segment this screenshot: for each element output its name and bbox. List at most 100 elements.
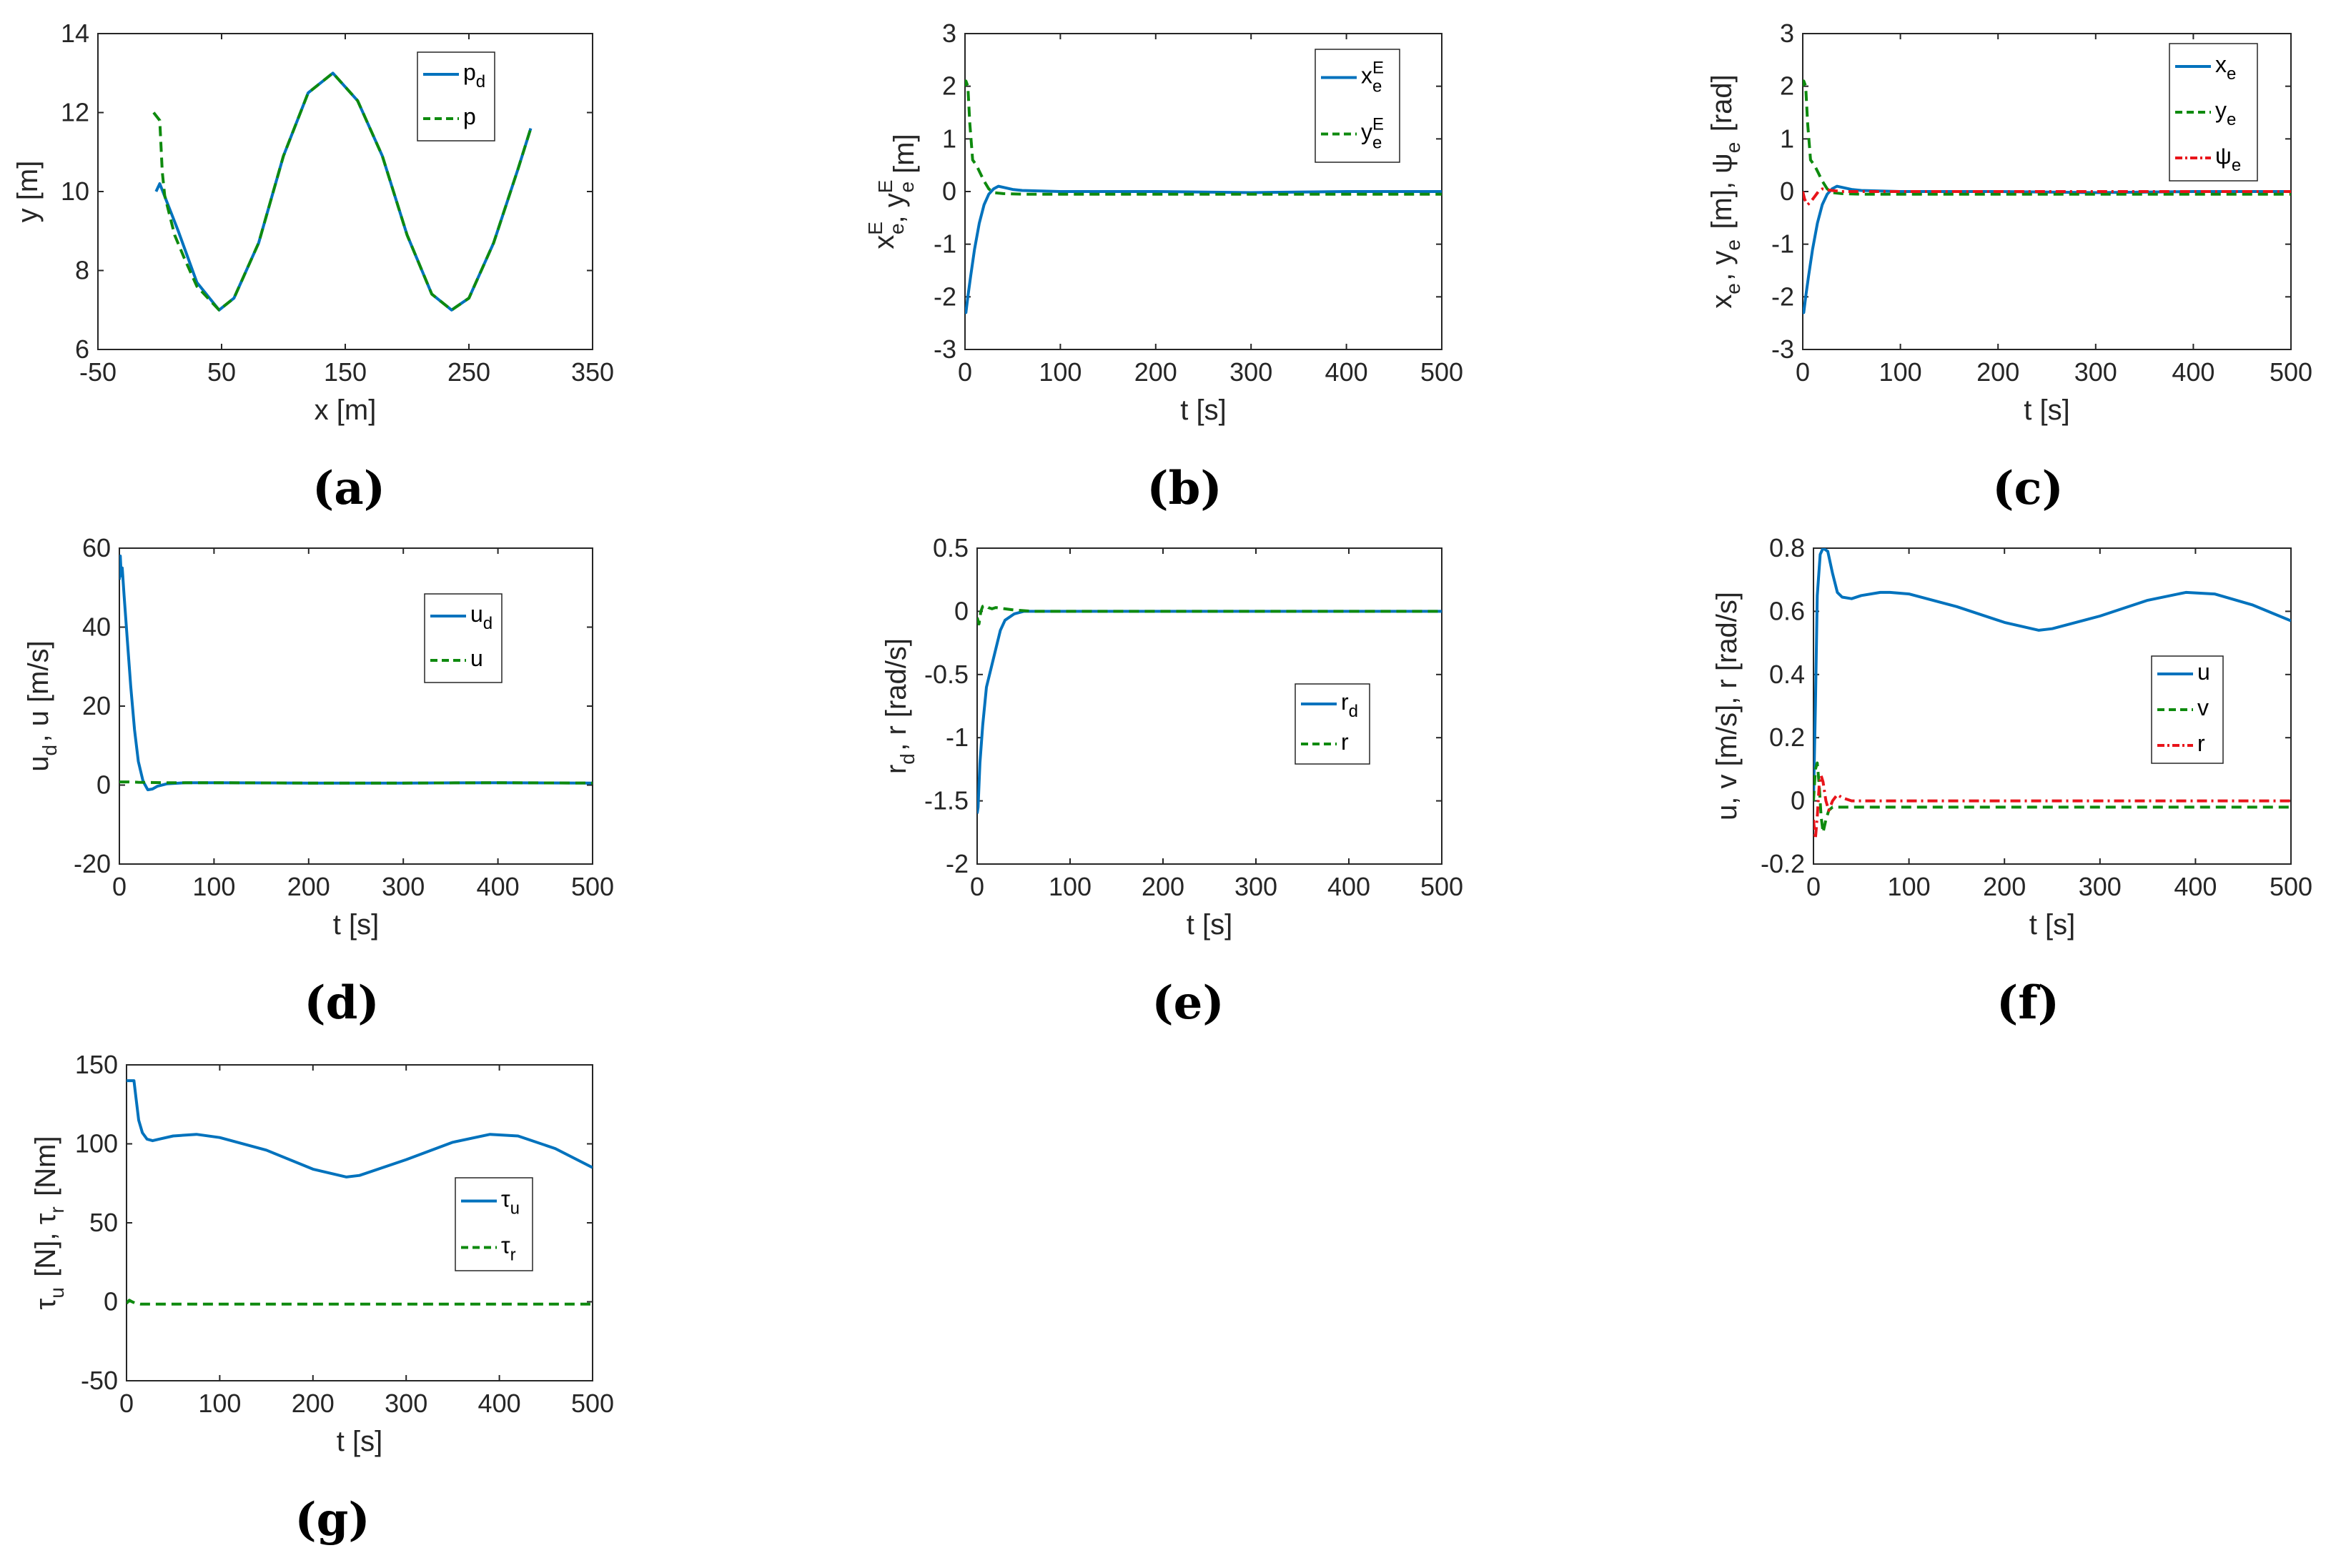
- panel-letter: (c): [1992, 462, 2064, 515]
- y-tick-label: 0: [954, 596, 969, 625]
- series-group: [965, 79, 1442, 314]
- y-tick-label: -50: [81, 1366, 118, 1395]
- x-axis-label: t [s]: [1180, 395, 1226, 426]
- x-tick-label: 100: [1039, 357, 1082, 387]
- plot-frame: [976, 547, 1442, 865]
- y-label-part: ,: [1706, 265, 1738, 281]
- legend-main: r: [2197, 730, 2205, 756]
- legend-entry: xe: [2215, 51, 2236, 84]
- legend-box: [455, 1177, 533, 1271]
- y-axis-label: rd , r [rad/s]: [881, 638, 919, 774]
- y-label-part: y: [879, 193, 910, 207]
- y-tick-label: 100: [75, 1129, 118, 1158]
- x-tick-label: 100: [1049, 872, 1092, 901]
- legend-entry: τr: [501, 1233, 516, 1265]
- y-label-sub: r: [46, 1206, 68, 1213]
- y-label-part: [m],: [1706, 174, 1738, 237]
- x-tick-label: 400: [1325, 357, 1368, 387]
- legend-sub: d: [483, 614, 493, 633]
- y-axis-label: xEe, yEe [m]: [864, 134, 920, 249]
- x-tick-label: 0: [958, 357, 972, 387]
- series-group: [1803, 79, 2291, 314]
- series-line-blue: [127, 1079, 593, 1179]
- y-tick-label: 50: [89, 1208, 118, 1237]
- x-tick-label: 300: [2079, 872, 2122, 901]
- y-label-part: r: [881, 765, 912, 774]
- legend-sup: E: [1372, 115, 1384, 134]
- y-tick-label: -3: [1771, 334, 1794, 364]
- x-tick-label: 500: [571, 872, 614, 901]
- legend-sub: u: [510, 1199, 520, 1219]
- x-tick-label: 400: [2172, 357, 2214, 387]
- y-tick-label: -0.2: [1761, 849, 1805, 878]
- y-tick-label: 2: [942, 71, 956, 101]
- y-tick-label: 0.4: [1769, 660, 1805, 689]
- y-tick-label: 0: [1791, 786, 1805, 815]
- x-tick-label: 500: [2270, 357, 2312, 387]
- legend-entry: u: [470, 645, 483, 671]
- chart-f: 0 100 200 300 400 500-0.200.20.40.60.8t [s]u,…: [1711, 533, 2312, 1030]
- legend-entry: τu: [501, 1186, 520, 1219]
- y-label-sup: E: [864, 222, 886, 235]
- y-tick-label: 0: [1780, 177, 1794, 206]
- y-tick-label: 10: [61, 177, 89, 206]
- x-tick-label: -50: [79, 357, 117, 387]
- y-axis-label: u, v [m/s], r [rad/s]: [1711, 592, 1743, 820]
- y-label-sub: e: [896, 182, 918, 193]
- plot-frame: [97, 33, 593, 350]
- legend-sub: e: [1372, 134, 1382, 153]
- y-tick-label: 40: [82, 612, 111, 642]
- legend-entry: v: [2197, 695, 2209, 720]
- y-tick-label: 0.2: [1769, 723, 1805, 752]
- y-label-sub: e: [886, 223, 908, 234]
- x-tick-label: 500: [1420, 872, 1463, 901]
- series-line-green: [152, 71, 533, 312]
- x-tick-label: 0: [1796, 357, 1810, 387]
- panel-letter: (f): [1996, 976, 2059, 1030]
- x-tick-label: 400: [1327, 872, 1370, 901]
- series-line-green: [965, 79, 1442, 196]
- legend-sub: d: [476, 72, 485, 91]
- y-label-sub: e: [1722, 239, 1744, 251]
- x-tick-label: 100: [1879, 357, 1922, 387]
- x-tick-label: 100: [192, 872, 235, 901]
- legend-main: u: [470, 645, 483, 671]
- y-label-sub: d: [39, 745, 61, 756]
- x-tick-label: 200: [1142, 872, 1184, 901]
- y-tick-label: -1: [946, 723, 969, 752]
- legend-entry: pd: [463, 59, 485, 91]
- y-tick-label: -20: [74, 849, 111, 878]
- y-tick-label: 3: [1780, 19, 1794, 48]
- legend-main: v: [2197, 695, 2209, 720]
- x-tick-label: 100: [198, 1389, 241, 1418]
- legend-main: y: [1361, 119, 1372, 145]
- y-tick-label: -3: [934, 334, 956, 364]
- legend-entry: ye: [2215, 97, 2236, 129]
- y-tick-label: 0: [942, 177, 956, 206]
- x-tick-label: 200: [292, 1389, 335, 1418]
- y-label-sub: e: [1722, 283, 1744, 294]
- legend-sub: r: [510, 1246, 516, 1265]
- y-tick-label: 0.8: [1769, 533, 1805, 562]
- x-tick-label: 0: [119, 1389, 134, 1418]
- series-group: [1813, 548, 2291, 840]
- panel-letter: (g): [295, 1493, 370, 1547]
- y-label-part: y: [1706, 251, 1738, 265]
- y-tick-label: 20: [82, 691, 111, 720]
- y-label-part: [rad]: [1706, 74, 1738, 139]
- y-axis-label: τu [N], τr [Nm]: [30, 1136, 68, 1309]
- y-label-part: x: [1706, 294, 1738, 309]
- legend-main: x: [1361, 63, 1372, 89]
- x-tick-label: 0: [970, 872, 984, 901]
- legend: udu: [424, 593, 503, 683]
- x-axis-label: t [s]: [2029, 909, 2075, 941]
- legend-sub: e: [2227, 110, 2236, 129]
- x-tick-label: 300: [382, 872, 425, 901]
- x-tick-label: 200: [1983, 872, 2026, 901]
- panel-letter: (e): [1152, 976, 1224, 1030]
- panel-letter: (a): [312, 462, 385, 515]
